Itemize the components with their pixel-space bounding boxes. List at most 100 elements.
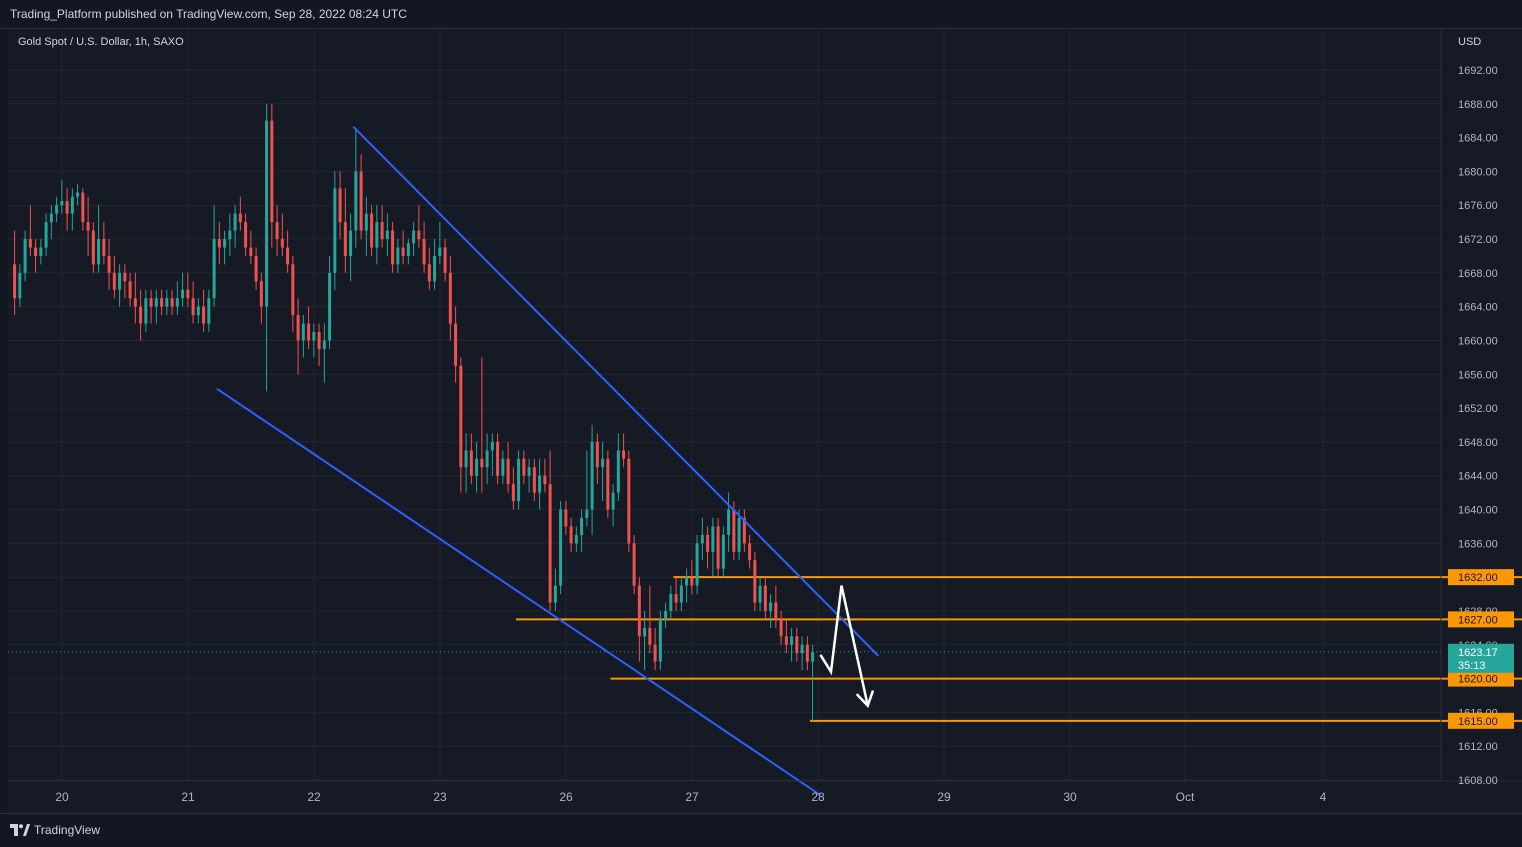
candle [249,230,253,265]
y-tick-label: 1680.00 [1458,166,1498,178]
candle [753,551,757,611]
candle [475,441,479,493]
candle [49,205,53,240]
candle [186,272,190,307]
candle [590,425,594,535]
chart-area[interactable]: 1692.00 1688.00 1684.00 1680.00 1676.00 1672.… [8,29,1522,813]
candle-body [553,585,557,603]
candle [632,534,636,595]
horizontal-levels [8,576,1522,722]
candle [769,594,773,628]
candle-body [454,323,458,366]
candle-body [522,458,526,476]
candle-body [669,594,673,611]
candle-body [186,289,190,299]
candle-body [370,213,374,248]
level-price-badge: 1620.00 [1448,670,1514,687]
candle [312,323,316,358]
candle-body [805,644,809,662]
candle-body [118,272,122,290]
candle [406,239,410,265]
candle-body [811,651,815,662]
candle [322,323,326,383]
candle [254,247,258,290]
publish-header: Trading_Platform published on TradingVie… [0,0,1522,29]
level-badge-text: 1620.00 [1458,674,1498,686]
candle [123,264,127,299]
candle-body [154,298,158,307]
candle [39,239,43,265]
candle [223,230,227,265]
candle-body [511,484,515,502]
candle-body [496,441,500,476]
candle-body [648,627,652,645]
candle [212,205,216,307]
candle [354,129,358,248]
candle-body [391,230,395,265]
candle-body [538,475,542,493]
candle-body [690,577,694,586]
candle-body [307,323,311,341]
candle-body [249,247,253,256]
time-axis[interactable]: 20 21 22 23 26 27 28 29 30 Oct 4 [55,790,1326,804]
x-tick-label: Oct [1176,790,1195,804]
candle [727,492,731,552]
candle [70,188,74,231]
level-badge-bg [1448,569,1514,586]
level-price-badge: 1632.00 [1448,569,1514,586]
candle [165,289,169,316]
candle-body [312,332,316,341]
candle [532,458,536,502]
channel-line-upper[interactable] [352,125,879,657]
candle-body [65,201,69,214]
y-tick-label: 1684.00 [1458,133,1498,145]
candle [716,517,720,578]
y-tick-label: 1612.00 [1458,741,1498,753]
candle-body [401,247,405,256]
candle [622,433,626,468]
footer: TradingView [0,813,1522,847]
candle [454,306,458,383]
candle [338,171,342,240]
candle-body [580,517,584,535]
candle-body [202,306,206,324]
candle [23,230,27,282]
x-tick-label: 30 [1063,790,1077,804]
candle-body [532,467,536,493]
candle-body [779,619,783,637]
candle [496,433,500,485]
candle-body [317,332,321,349]
last-price-value: 1623.17 [1458,647,1498,659]
candle [527,458,531,493]
candle-body [112,272,116,290]
candle [748,534,752,569]
candle-body [196,306,200,316]
candle [202,289,206,333]
candle-body [590,441,594,510]
candle-body [123,272,127,282]
price-chart[interactable]: 1692.00 1688.00 1684.00 1680.00 1676.00 1672.… [8,29,1522,813]
candle [742,509,746,552]
y-tick-label: 1652.00 [1458,403,1498,415]
candle-body [139,306,143,324]
candle [585,450,589,527]
candle-body [611,492,615,510]
candle-body [637,585,641,637]
tradingview-logo[interactable]: TradingView [10,823,100,837]
candle [679,577,683,611]
candle-body [616,450,620,493]
candle [480,357,484,493]
candle-body [322,340,326,349]
channel-line-lower[interactable] [216,387,822,797]
candle [107,239,111,290]
candle-body [254,255,258,282]
candle [711,517,715,578]
y-tick-label: 1648.00 [1458,437,1498,449]
projection-arrow[interactable] [819,585,869,706]
candle [758,577,762,611]
candle [44,213,48,256]
candle-body [328,272,332,341]
candle-body [706,534,710,552]
candle-body [275,222,279,240]
candle [364,196,368,256]
